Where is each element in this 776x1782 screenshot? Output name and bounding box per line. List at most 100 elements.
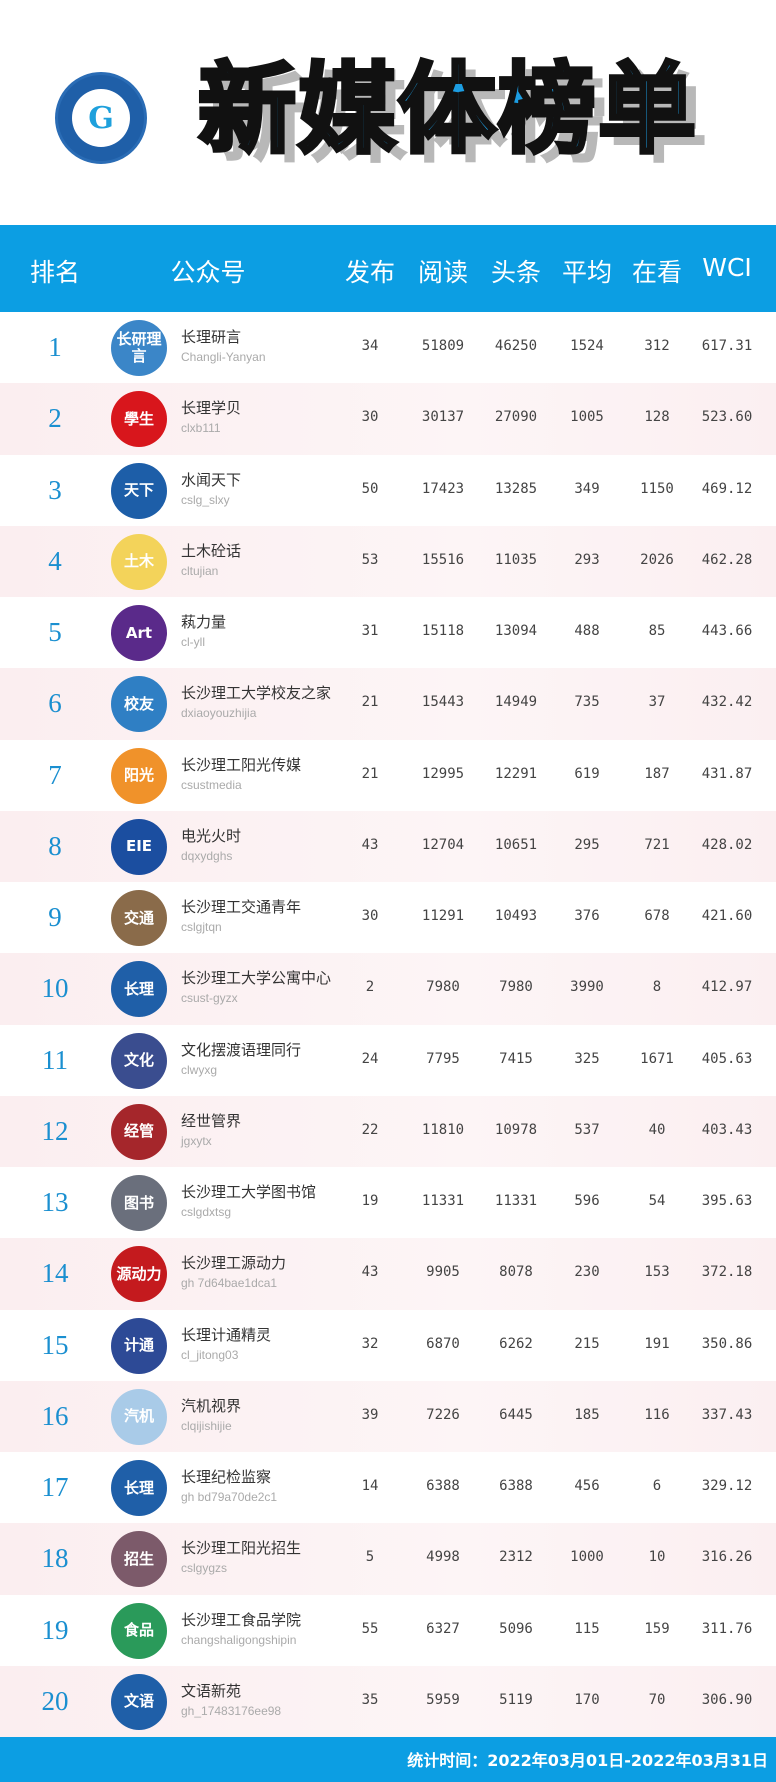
account-avatar: 阳光 — [111, 747, 167, 804]
table-row[interactable]: 5 Art 萟力量 cl-yll 31 15118 13094 488 85 443.66 — [0, 597, 776, 669]
reads-value: 30137 — [421, 409, 465, 426]
reads-value: 6870 — [426, 1335, 460, 1352]
wci-value: 311.76 — [701, 1620, 753, 1637]
table-row[interactable]: 12 经管 经世管界 jgxytx 22 11810 10978 537 40 403.43 — [0, 1095, 776, 1167]
table-row[interactable]: 1 长研理言 长理研言 Changli-Yanyan 34 51809 46250 15… — [0, 312, 776, 384]
posts-value: 50 — [361, 480, 379, 497]
average-value: 230 — [574, 1264, 600, 1281]
reads-value: 15118 — [421, 623, 465, 639]
rank: 11 — [42, 1044, 68, 1075]
account-name: 长理学贝 — [181, 399, 242, 418]
table-row[interactable]: 16 汽机 汽机视界 clqijishijie 39 7226 6445 185 116 3… — [0, 1380, 776, 1452]
reads-value: 6388 — [426, 1478, 460, 1494]
table-row[interactable]: 7 阳光 长沙理工阳光传媒 csustmedia 21 12995 12291 619 1… — [0, 739, 776, 811]
watching-value: 153 — [644, 1264, 670, 1281]
account-name: 长沙理工大学图书馆 — [181, 1183, 317, 1201]
average-value: 735 — [574, 694, 600, 711]
wci-value: 337.43 — [701, 1406, 753, 1423]
table-row[interactable]: 10 长理 长沙理工大学公寓中心 csust-gyzx 2 7980 7980 3990… — [0, 953, 776, 1025]
watching-value: 8 — [652, 979, 662, 996]
table-row[interactable]: 18 招生 长沙理工阳光招生 cslgygzs 5 4998 2312 1000 10 31… — [0, 1523, 776, 1595]
table-row[interactable]: 4 土木 土木砼话 cltujian 53 15516 11035 293 2026 462… — [0, 525, 776, 597]
avatar-text: 天下 — [123, 481, 154, 499]
watching-value: 312 — [644, 338, 670, 354]
watching-value: 116 — [644, 1406, 670, 1423]
account-avatar: 食品 — [111, 1602, 167, 1659]
account-handle: clqijishijie — [181, 1418, 232, 1433]
average-value: 537 — [574, 1121, 600, 1138]
average-value: 596 — [574, 1193, 600, 1209]
rank: 12 — [41, 1115, 69, 1146]
average-value: 325 — [574, 1050, 600, 1067]
account-name: 文化摆渡语理同行 — [181, 1040, 302, 1059]
account-name: 电光火时 — [181, 826, 242, 845]
account-avatar: 天下 — [111, 462, 167, 519]
headline-value: 10651 — [494, 836, 538, 853]
posts-value: 34 — [361, 338, 379, 354]
page-title: 新媒体榜单 — [196, 51, 699, 169]
average-value: 1005 — [570, 409, 604, 426]
headline-value: 6388 — [499, 1478, 533, 1494]
posts-value: 43 — [361, 836, 379, 853]
posts-value: 21 — [361, 694, 379, 711]
watching-value: 678 — [644, 908, 670, 924]
col-account: 公众号 — [170, 258, 246, 287]
headline-value: 13285 — [494, 480, 538, 497]
table-row[interactable]: 15 计通 长理计通精灵 cl_jitong03 32 6870 6262 215 191… — [0, 1309, 776, 1381]
reads-value: 51809 — [421, 338, 465, 354]
reads-value: 12995 — [421, 765, 465, 782]
account-handle: csustmedia — [181, 777, 242, 792]
posts-value: 24 — [361, 1050, 379, 1067]
watching-value: 191 — [644, 1335, 670, 1352]
rank: 10 — [41, 973, 69, 1004]
table-row[interactable]: 14 源动力 长沙理工源动力 gh 7d64bae1dca1 43 9905 8078… — [0, 1238, 776, 1310]
watching-value: 721 — [644, 836, 670, 853]
reads-value: 9905 — [426, 1264, 460, 1281]
col-rank: 排名 — [29, 258, 81, 287]
table-row[interactable]: 2 學生 长理学贝 clxb111 30 30137 27090 1005 128 523.… — [0, 383, 776, 455]
col-wci: WCI — [702, 253, 752, 282]
table-row[interactable]: 20 文语 文语新苑 gh_17483176ee98 35 5959 5119 170 7… — [0, 1665, 776, 1737]
wci-value: 405.63 — [701, 1050, 753, 1067]
table-row[interactable]: 13 图书 长沙理工大学图书馆 cslgdxtsg 19 11331 11331 596… — [0, 1167, 776, 1239]
table-row[interactable]: 9 交通 长沙理工交通青年 cslgjtqn 30 11291 10493 376 678… — [0, 882, 776, 954]
average-value: 1524 — [570, 338, 604, 354]
average-value: 376 — [574, 908, 600, 924]
headline-value: 11035 — [494, 551, 538, 568]
table-row[interactable]: 3 天下 水闻天下 cslg_slxy 50 17423 13285 349 1150 46… — [0, 454, 776, 526]
headline-value: 5119 — [499, 1691, 533, 1708]
avatar-text: 长理 — [123, 1478, 154, 1497]
headline-value: 2312 — [499, 1549, 533, 1566]
average-value: 295 — [574, 836, 600, 853]
posts-value: 32 — [361, 1335, 379, 1352]
account-avatar: 交通 — [111, 890, 167, 946]
posts-value: 22 — [361, 1121, 379, 1138]
table-row[interactable]: 19 食品 长沙理工食品学院 changshaligongshipin 55 632… — [0, 1594, 776, 1666]
wci-value: 469.12 — [701, 480, 753, 497]
account-handle: gh 7d64bae1dca1 — [181, 1276, 278, 1291]
rank: 5 — [48, 617, 62, 647]
col-average: 平均 — [561, 258, 613, 287]
table-row[interactable]: 17 长理 长理纪检监察 gh bd79a70de2c1 14 6388 6388 45… — [0, 1452, 776, 1524]
table-row[interactable]: 6 校友 长沙理工大学校友之家 dxiaoyouzhijia 21 15443 149… — [0, 668, 776, 740]
avatar-text: 计通 — [123, 1336, 154, 1354]
headline-value: 6262 — [499, 1335, 533, 1352]
table-row[interactable]: 11 文化 文化摆渡语理同行 clwyxg 24 7795 7415 325 1671 40… — [0, 1024, 776, 1096]
rank: 18 — [41, 1543, 69, 1574]
watching-value: 1150 — [640, 480, 674, 497]
reads-value: 7795 — [426, 1050, 460, 1067]
col-headline: 头条 — [490, 258, 542, 287]
account-handle: cl-yll — [181, 635, 205, 649]
posts-value: 31 — [361, 623, 379, 639]
avatar-text: 图书 — [123, 1193, 154, 1212]
rank: 2 — [48, 403, 62, 434]
reads-value: 4998 — [426, 1549, 460, 1566]
avatar-text: 校友 — [123, 694, 154, 713]
account-name: 长理纪检监察 — [181, 1468, 272, 1486]
rank: 20 — [41, 1685, 69, 1716]
account-avatar: 學生 — [111, 391, 167, 448]
table-row[interactable]: 8 EIE 电光火时 dqxydghs 43 12704 10651 295 721 428… — [0, 810, 776, 882]
wci-value: 329.12 — [701, 1478, 753, 1494]
account-handle: gh_17483176ee98 — [181, 1703, 282, 1718]
logo-emblem-icon: G — [72, 89, 130, 147]
